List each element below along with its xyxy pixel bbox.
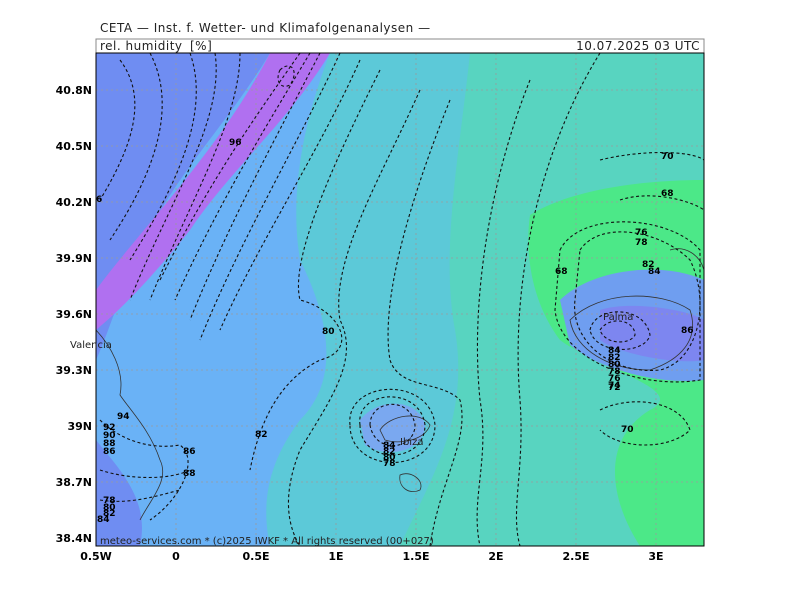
contour-label: 88 <box>183 469 196 479</box>
contour-label: 72 <box>608 383 621 393</box>
contour-label: 82 <box>103 509 116 519</box>
contour-label: 92 <box>103 423 116 433</box>
contour-label: 70 <box>621 425 634 435</box>
contour-label: 86 <box>681 326 694 336</box>
lat-label: 40.8N <box>56 84 92 97</box>
contour-label: 68 <box>661 189 674 199</box>
contour-label: 82 <box>255 430 268 440</box>
contour-label: 6 <box>96 195 102 205</box>
contour-label: 82 <box>642 260 655 270</box>
contour-label: 80 <box>608 360 621 370</box>
map-frame <box>95 52 705 547</box>
lon-label: 2.5E <box>562 550 589 563</box>
contour-label: 80 <box>103 503 116 513</box>
contour-label: 96 <box>229 138 242 148</box>
valid-time: 10.07.2025 03 UTC <box>576 39 700 53</box>
lon-label: 0.5W <box>80 550 112 563</box>
contour-label: 80 <box>322 327 335 337</box>
contour-label: 78 <box>635 238 648 248</box>
contour-label: 84 <box>648 267 661 277</box>
contour-label: 84 <box>383 441 396 451</box>
map-field <box>96 53 704 546</box>
lat-label: 40.2N <box>56 196 92 209</box>
contour-label: 86 <box>103 447 116 457</box>
lat-label: 39.6N <box>56 308 92 321</box>
lat-label: 38.4N <box>56 532 92 545</box>
contour-label: 76 <box>608 374 621 384</box>
contour-label: 82 <box>608 353 621 363</box>
place-name: Valencia <box>70 340 112 351</box>
contour-label: 80 <box>383 453 396 463</box>
contour-label: 84 <box>608 346 621 356</box>
unit: [%] <box>190 39 212 53</box>
place-name: Palma <box>603 312 633 323</box>
contour-label: 76 <box>635 228 648 238</box>
contour-label: 68 <box>555 267 568 277</box>
contour-label: 86 <box>183 447 196 457</box>
lon-label: 0 <box>172 550 180 563</box>
place-name: Ibiza <box>400 437 423 448</box>
lat-label: 40.5N <box>56 140 92 153</box>
contour-label: 78 <box>103 496 116 506</box>
lon-label: 1E <box>328 550 343 563</box>
lat-label: 39.3N <box>56 364 92 377</box>
lon-label: 0.5E <box>242 550 269 563</box>
lon-label: 1.5E <box>402 550 429 563</box>
contour-label: 90 <box>103 431 116 441</box>
coastline <box>96 248 704 521</box>
contour-label: 82 <box>383 447 396 457</box>
parameter: rel. humidity <box>100 39 183 53</box>
lon-label: 2E <box>488 550 503 563</box>
contour-label: 84 <box>97 515 110 525</box>
contour-label: 88 <box>103 439 116 449</box>
contour-label: 70 <box>661 152 674 162</box>
lat-label: 39N <box>67 420 92 433</box>
lat-label: 39.9N <box>56 252 92 265</box>
footer: meteo-services.com * (c)2025 IWKF * All … <box>100 536 434 547</box>
lon-label: 3E <box>648 550 663 563</box>
contour-label: 78 <box>383 459 396 469</box>
contour-label: 78 <box>608 367 621 377</box>
grid <box>96 53 704 546</box>
contours <box>99 53 704 546</box>
contour-label: 74 <box>608 381 621 391</box>
header-institute: CETA — Inst. f. Wetter- und Klimafolgena… <box>100 21 431 35</box>
lat-label: 38.7N <box>56 476 92 489</box>
contour-label: 94 <box>117 412 130 422</box>
